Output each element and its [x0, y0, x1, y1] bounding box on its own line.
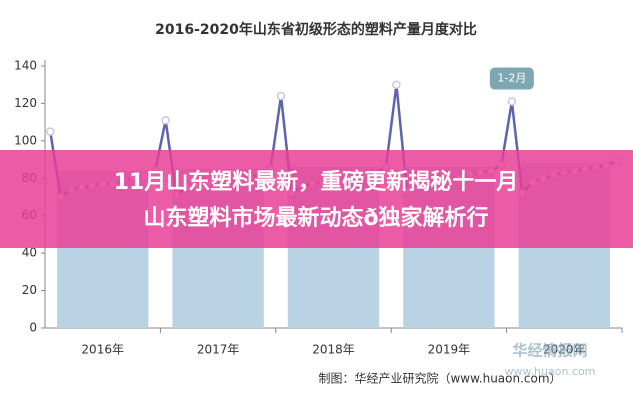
x-tick-label: 2019年	[428, 343, 471, 357]
banner-line: 山东塑料市场最新动态ð独家解析行	[143, 205, 488, 231]
y-tick-label: 0	[29, 321, 37, 335]
x-tick-label: 2018年	[312, 343, 355, 357]
point	[161, 116, 170, 125]
banner	[0, 150, 633, 248]
y-tick-label: 140	[14, 59, 37, 73]
y-tick-label: 40	[22, 246, 37, 260]
x-tick-label: 2016年	[81, 343, 124, 357]
y-tick-label: 100	[14, 133, 37, 147]
y-tick-label: 20	[22, 283, 37, 297]
point	[276, 91, 286, 101]
chart-title: 2016-2020年山东省初级形态的塑料产量月度对比	[155, 21, 477, 38]
point	[392, 80, 401, 89]
banner-line: 11月山东塑料最新，重磅更新揭秘十一月	[114, 169, 519, 195]
source: 制图：华经产业研究院（www.huaon.com）	[318, 371, 561, 386]
y-tick-label: 120	[14, 96, 37, 110]
annotation-box	[489, 67, 534, 90]
point	[507, 97, 517, 106]
annotation: 1-2月	[497, 72, 526, 85]
x-tick-label: 2017年	[197, 343, 240, 357]
x-tick-label: 2020年	[543, 343, 586, 357]
watermark-name: 华经情报网	[512, 342, 587, 360]
point	[45, 127, 55, 136]
watermark-url: www.huaon.com	[505, 365, 596, 378]
